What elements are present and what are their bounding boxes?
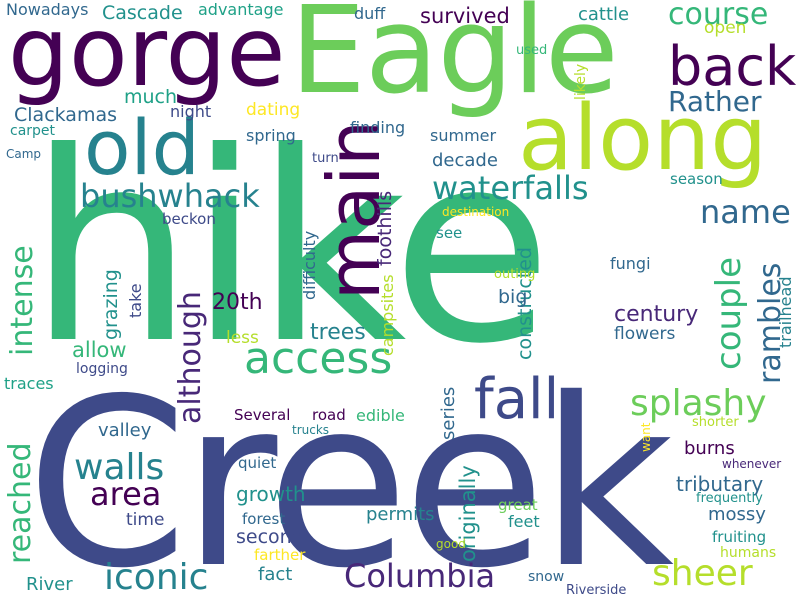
word-open: open — [704, 18, 747, 38]
word-frequently: frequently — [696, 491, 763, 506]
word-area: area — [90, 475, 162, 513]
word-fungi: fungi — [610, 254, 651, 273]
word-shorter: shorter — [692, 415, 739, 430]
word-clackamas: Clackamas — [14, 104, 117, 126]
word-outing: outing — [494, 267, 536, 282]
word-trailhead: trailhead — [776, 276, 795, 349]
word-second: second — [236, 526, 304, 548]
word-campsites: campsites — [378, 274, 397, 356]
word-edible: edible — [356, 406, 405, 425]
word-finding: finding — [350, 118, 406, 137]
word-foothills: foothills — [374, 190, 396, 266]
word-permits: permits — [366, 504, 435, 525]
word-fruiting: fruiting — [712, 528, 767, 546]
word-nowadays: Nowadays — [6, 0, 89, 19]
word-forest: forest — [242, 510, 286, 528]
word-camp: Camp — [6, 147, 42, 161]
word-turn: turn — [312, 151, 339, 166]
word-carpet: carpet — [10, 123, 56, 139]
word-eagle: Eagle — [290, 0, 619, 121]
word-cascade: Cascade — [102, 2, 183, 24]
word-whenever: whenever — [722, 457, 782, 471]
word-survived: survived — [420, 4, 510, 28]
word-summer: summer — [430, 126, 497, 145]
word-farther: farther — [254, 546, 306, 564]
word-logging: logging — [76, 361, 128, 377]
word-couple: couple — [709, 257, 749, 370]
word-mossy: mossy — [708, 504, 766, 525]
word-series: series — [438, 386, 459, 440]
word-course: course — [668, 0, 769, 32]
word-advantage: advantage — [198, 0, 284, 19]
word-fall: fall — [474, 367, 560, 432]
word-decade: decade — [432, 150, 498, 171]
word-season: season — [670, 170, 723, 188]
word-burns: burns — [684, 438, 735, 459]
word-old: old — [84, 103, 200, 192]
word-several: Several — [234, 406, 291, 424]
word-name: name — [700, 193, 791, 231]
word-riverside: Riverside — [566, 583, 627, 598]
word-destination: destination — [442, 205, 510, 219]
word-time: time — [126, 510, 165, 530]
word-see: see — [436, 224, 463, 242]
word-along: along — [518, 86, 768, 191]
word-cattle: cattle — [578, 4, 630, 25]
word-night: night — [170, 102, 212, 121]
word-reached: reached — [3, 442, 38, 564]
word-less: less — [226, 328, 259, 348]
word-good: good — [436, 537, 466, 551]
word-likely: likely — [573, 63, 589, 100]
word-humans: humans — [720, 545, 777, 561]
word-hike: hike — [28, 96, 552, 401]
word-much: much — [124, 86, 178, 108]
word-intense: intense — [5, 245, 40, 356]
word-century: century — [614, 302, 699, 327]
word-sheer: sheer — [652, 553, 753, 594]
word-bushwhack: bushwhack — [80, 177, 260, 215]
word-growth: growth — [236, 482, 306, 506]
word-beckon: beckon — [162, 210, 216, 228]
word-waterfalls: waterfalls — [432, 169, 589, 207]
word-dating: dating — [246, 100, 301, 120]
word-trees: trees — [310, 320, 366, 345]
word-gorge: gorge — [8, 0, 286, 108]
word-great: great — [498, 496, 538, 514]
word-creek: Creek — [26, 349, 674, 600]
word-trucks: trucks — [292, 423, 330, 437]
word-river: River — [26, 574, 73, 595]
word-rather: Rather — [668, 85, 762, 118]
word-tributary: tributary — [676, 472, 764, 496]
word-back: back — [668, 35, 797, 98]
word-columbia: Columbia — [344, 557, 496, 595]
word-difficulty: difficulty — [300, 230, 319, 300]
word-snow: snow — [528, 569, 565, 585]
word-quiet: quiet — [238, 454, 277, 472]
word-allow: allow — [72, 338, 127, 362]
word-grazing: grazing — [100, 269, 122, 340]
word-traces: traces — [4, 374, 54, 393]
word-20th: 20th — [212, 290, 263, 315]
word-flowers: flowers — [614, 324, 676, 344]
word-want: want — [639, 422, 653, 452]
word-used: used — [516, 43, 548, 58]
word-fact: fact — [258, 564, 293, 585]
word-duff: duff — [354, 4, 386, 23]
word-feet: feet — [508, 512, 540, 531]
word-big: big — [498, 286, 528, 308]
word-although: although — [173, 291, 208, 424]
word-valley: valley — [98, 420, 152, 441]
word-access: access — [244, 333, 393, 384]
word-splashy: splashy — [630, 383, 767, 424]
word-spring: spring — [246, 126, 296, 145]
word-iconic: iconic — [104, 557, 209, 598]
word-take: take — [126, 283, 145, 318]
word-road: road — [312, 406, 346, 424]
word-walls: walls — [74, 447, 165, 488]
